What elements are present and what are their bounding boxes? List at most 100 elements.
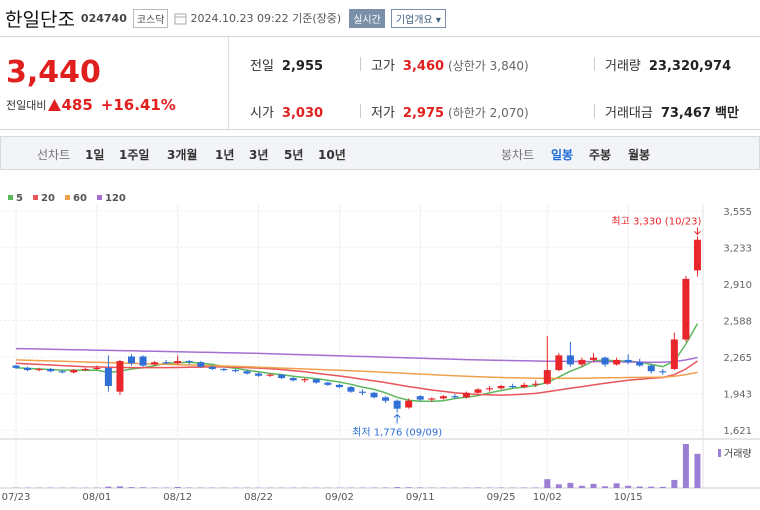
legend-swatch	[8, 195, 13, 200]
period-button[interactable]: 10년	[318, 148, 346, 162]
x-tick-label: 09/11	[406, 492, 435, 503]
candle-body	[151, 362, 159, 365]
candle-body	[393, 400, 401, 409]
legend-swatch	[33, 195, 38, 200]
candle-body	[208, 366, 216, 369]
period-button[interactable]: 1일	[85, 148, 105, 162]
candle-body	[509, 385, 517, 388]
stat-value: 3,030	[281, 106, 324, 121]
separator	[594, 57, 595, 71]
volume-bar	[128, 487, 135, 488]
change-row: 전일대비 485 +16.41%	[6, 96, 176, 114]
candle-body	[335, 384, 343, 388]
period-button[interactable]: 월봉	[628, 148, 651, 162]
y-tick-label: 2,910	[723, 280, 752, 291]
period-button[interactable]: 3년	[249, 148, 269, 162]
candle-body	[35, 368, 43, 371]
legend-label: 5	[16, 193, 23, 204]
stat-value: 23,320,974	[648, 59, 732, 74]
period-button[interactable]: 3개월	[167, 148, 198, 162]
candle-body	[243, 371, 251, 374]
volume-bar	[105, 486, 112, 488]
realtime-button[interactable]: 실시간	[349, 8, 385, 28]
calendar-icon	[174, 13, 187, 24]
stat-label: 전일	[250, 59, 274, 74]
volume-legend: 거래량	[724, 448, 752, 460]
candle-body	[128, 356, 135, 364]
y-tick-label: 2,588	[723, 316, 752, 327]
quote-panel: 3,440 전일대비 485 +16.41% 전일 2,955 고가 3,460 (상…	[0, 37, 760, 130]
stat-value: 2,955	[281, 59, 324, 74]
candle-body	[47, 368, 55, 372]
stat-label: 시가	[250, 106, 274, 121]
candle-body	[266, 374, 274, 376]
volume-bar	[659, 486, 666, 488]
volume-bar	[555, 484, 562, 488]
volume-bar	[417, 487, 424, 488]
volume-bar	[636, 486, 643, 488]
volume-bar	[405, 487, 412, 488]
candle-body	[24, 367, 32, 371]
candle-body	[162, 362, 170, 364]
candle-body	[543, 370, 551, 384]
stat-note: (상한가 3,840)	[448, 59, 529, 73]
volume-bar	[682, 444, 689, 488]
volume-bar	[613, 483, 620, 488]
stat-label: 거래대금	[605, 106, 653, 121]
candle-body	[116, 361, 124, 392]
stat-value: 3,460	[402, 59, 445, 74]
timestamp: 2024.10.23 09:22 기준(장중)	[190, 12, 342, 25]
candle-body	[405, 400, 413, 408]
candle-chart-label: 봉차트	[501, 148, 535, 162]
candle-body	[370, 392, 378, 398]
candle-body	[278, 374, 286, 379]
stat-label: 고가	[371, 59, 395, 74]
high-arrow	[694, 227, 701, 236]
legend-label: 120	[105, 193, 126, 204]
period-button[interactable]: 1주일	[119, 148, 150, 162]
candle-body	[486, 388, 494, 390]
y-tick-label: 1,943	[723, 390, 752, 401]
candle-body	[382, 397, 390, 401]
stat-label: 거래량	[605, 59, 641, 74]
legend-label: 20	[41, 193, 55, 204]
volume-bar	[532, 487, 539, 488]
candle-body	[613, 359, 621, 365]
candle-body	[58, 371, 66, 373]
volume-legend-swatch	[718, 449, 721, 457]
company-button[interactable]: 기업개요 ▾	[390, 8, 446, 28]
candle-body	[428, 398, 436, 400]
volume-bar	[475, 487, 481, 488]
stat-value: 2,975	[402, 106, 445, 121]
candle-body	[347, 387, 355, 392]
candle-body	[474, 389, 482, 393]
candle-body	[289, 378, 297, 381]
candle-body	[255, 373, 263, 376]
high-annotation: 최고 3,330 (10/23)	[611, 215, 701, 227]
volume-bar	[648, 486, 655, 488]
candle-body	[670, 339, 678, 369]
candle-body	[590, 357, 597, 360]
header: 한일단조 024740 코스닥 2024.10.23 09:22 기준(장중) …	[0, 0, 760, 37]
separator	[360, 104, 361, 118]
period-button[interactable]: 5년	[284, 148, 304, 162]
stat-unit: 백만	[715, 106, 739, 121]
stat: 거래대금 73,467 백만	[605, 102, 739, 121]
volume-bar	[382, 487, 389, 488]
volume-bar	[590, 483, 597, 488]
candle-body	[197, 362, 205, 367]
candle-body	[70, 370, 78, 373]
legend-swatch	[65, 195, 70, 200]
stat-label: 저가	[371, 106, 395, 121]
y-tick-label: 3,233	[723, 243, 752, 254]
period-button[interactable]: 1년	[215, 148, 235, 162]
company-button-label[interactable]: 기업개요	[395, 14, 433, 26]
stat-value: 73,467	[660, 106, 712, 121]
period-button[interactable]: 일봉	[551, 148, 574, 162]
x-tick-label: 08/22	[244, 492, 273, 503]
chart: 1,621 1,943 2,265 2,588 2,910 3,233 3,555 07/23…	[0, 193, 760, 503]
candle-body	[185, 361, 193, 363]
period-button[interactable]: 주봉	[589, 148, 612, 162]
volume-bar	[140, 487, 147, 488]
x-tick-label: 07/23	[2, 492, 31, 503]
